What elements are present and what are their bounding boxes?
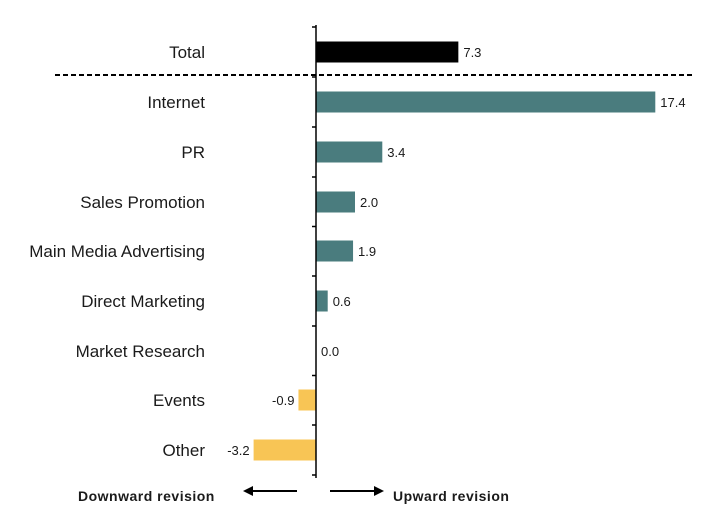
category-label-pr: PR bbox=[181, 143, 205, 162]
value-label-direct-marketing: 0.6 bbox=[333, 294, 351, 309]
bar-direct-marketing bbox=[316, 290, 328, 312]
bar-total bbox=[316, 41, 459, 63]
value-label-internet: 17.4 bbox=[660, 95, 685, 110]
value-label-main-media-advertising: 1.9 bbox=[358, 244, 376, 259]
upward-revision-label: Upward revision bbox=[393, 488, 509, 504]
category-label-main-media-advertising: Main Media Advertising bbox=[29, 242, 205, 261]
downward-revision-indicator: Downward revision bbox=[78, 486, 297, 504]
category-label-internet: Internet bbox=[147, 93, 205, 112]
bar-events bbox=[298, 389, 316, 411]
category-labels: Total Internet PR Sales Promotion Main Media… bbox=[29, 43, 205, 460]
bar-main-media-advertising bbox=[316, 240, 354, 262]
value-label-market-research: 0.0 bbox=[321, 344, 339, 359]
value-label-events: -0.9 bbox=[272, 393, 294, 408]
category-label-events: Events bbox=[153, 391, 205, 410]
bar-other bbox=[253, 439, 316, 461]
bar-internet bbox=[316, 91, 656, 113]
upward-revision-indicator: Upward revision bbox=[330, 486, 509, 504]
bars bbox=[253, 41, 656, 461]
category-label-market-research: Market Research bbox=[76, 342, 205, 361]
value-label-total: 7.3 bbox=[463, 45, 481, 60]
value-label-pr: 3.4 bbox=[387, 145, 405, 160]
value-label-sales-promotion: 2.0 bbox=[360, 195, 378, 210]
downward-revision-label: Downward revision bbox=[78, 488, 215, 504]
right-arrow-icon bbox=[330, 486, 384, 496]
category-label-sales-promotion: Sales Promotion bbox=[80, 193, 205, 212]
zero-axis bbox=[312, 25, 317, 478]
category-label-other: Other bbox=[162, 441, 205, 460]
left-arrow-icon bbox=[243, 486, 297, 496]
category-label-total: Total bbox=[169, 43, 205, 62]
bar-pr bbox=[316, 141, 383, 163]
bar-sales-promotion bbox=[316, 191, 355, 213]
category-label-direct-marketing: Direct Marketing bbox=[81, 292, 205, 311]
value-labels: 7.3 17.4 3.4 2.0 1.9 0.6 0.0 -0.9 -3.2 bbox=[227, 45, 685, 458]
axis-ticks bbox=[312, 26, 316, 476]
value-label-other: -3.2 bbox=[227, 443, 249, 458]
